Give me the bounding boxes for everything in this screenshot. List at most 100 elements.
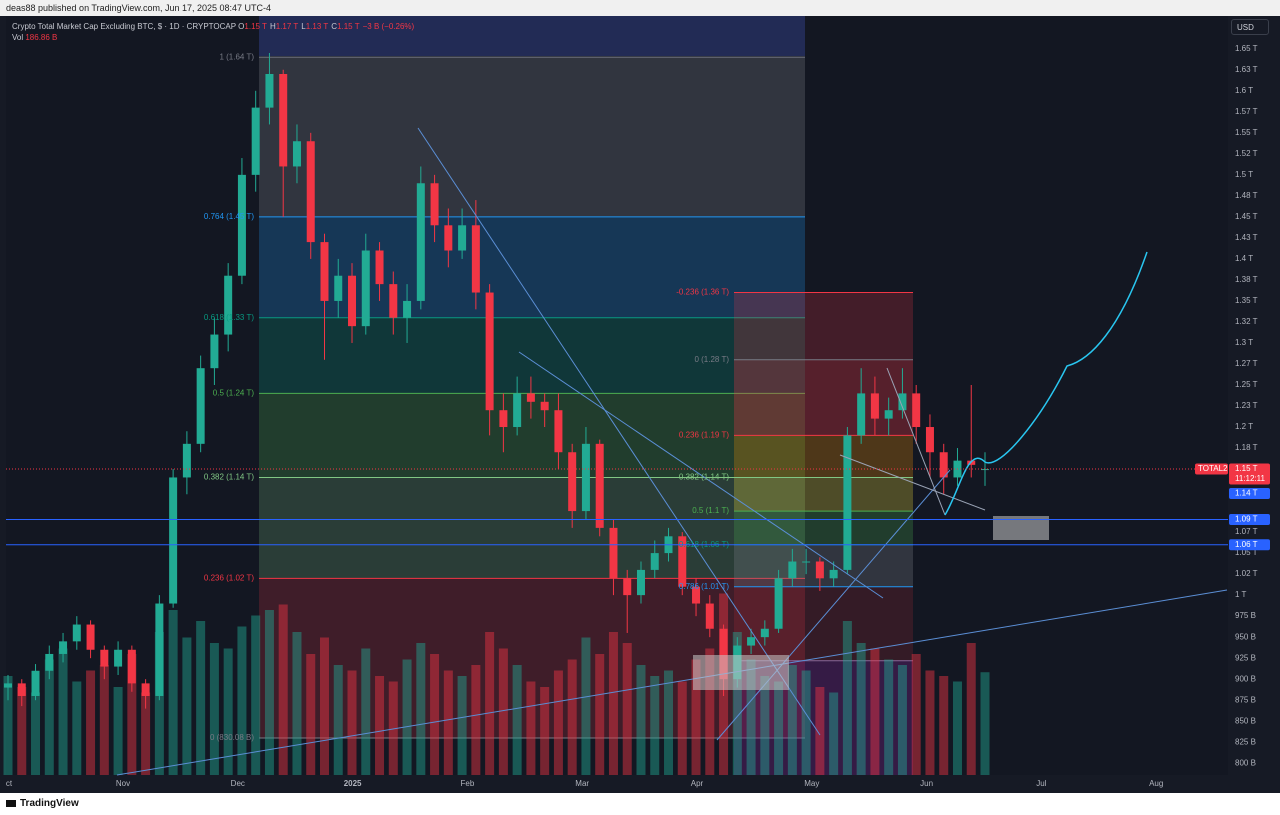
y-tick-label: 825 B — [1235, 737, 1256, 746]
candle-body — [458, 225, 467, 251]
y-tick-label: 900 B — [1235, 674, 1256, 683]
volume-bar — [58, 648, 68, 775]
candle-layer — [4, 52, 989, 709]
legend: Crypto Total Market Cap Excluding BTC, $… — [12, 22, 417, 31]
symbol-title: Crypto Total Market Cap Excluding BTC, $… — [12, 22, 236, 31]
volume-bar — [485, 632, 495, 775]
volume-bar — [402, 659, 412, 775]
y-tick-label: 1.27 T — [1235, 359, 1258, 368]
symbol-badge-label: TOTAL2 — [1198, 464, 1228, 473]
volume-bar — [650, 676, 660, 775]
footer: TradingView — [0, 793, 1280, 815]
volume-bar — [498, 648, 508, 775]
x-tick-label: Jun — [920, 779, 933, 788]
y-tick-label: 975 B — [1235, 611, 1256, 620]
candle-body — [540, 401, 549, 411]
fib-zone — [259, 477, 805, 579]
volume-bar — [44, 659, 54, 775]
y-tick-label: 1.35 T — [1235, 296, 1258, 305]
volume-bar — [870, 648, 880, 775]
candle-body — [31, 670, 40, 696]
candle-body — [898, 393, 907, 411]
plot-area — [6, 16, 1228, 775]
publish-note: deas88 published on TradingView.com, Jun… — [0, 0, 1280, 16]
volume-bar — [884, 659, 894, 775]
y-tick-label: 950 B — [1235, 632, 1256, 641]
volume-bar — [251, 615, 261, 775]
y-tick-label: 875 B — [1235, 695, 1256, 704]
trend-line — [716, 469, 951, 741]
candle-body — [251, 107, 260, 175]
candle-body — [265, 73, 274, 108]
volume-bar — [540, 687, 550, 775]
fib-label: 0.5 (1.1 T) — [692, 506, 729, 515]
candle-body — [72, 624, 81, 642]
candle-body — [595, 443, 604, 528]
volume-bar — [388, 681, 398, 775]
fib-label: 0.382 (1.14 T) — [679, 473, 729, 482]
candle-body — [760, 628, 769, 638]
y-tick-label: 1.48 T — [1235, 191, 1258, 200]
last-price-label: 1.15 T — [1235, 464, 1258, 473]
candle-body — [581, 443, 590, 512]
volume-bar — [278, 604, 288, 775]
drawings — [116, 127, 1228, 776]
trend-line — [116, 589, 1228, 776]
fib-label: -0.236 (1.36 T) — [676, 288, 729, 297]
candle-body — [678, 536, 687, 587]
candle-body — [513, 393, 522, 428]
volume-bar — [31, 692, 41, 775]
y-tick-label: 1.55 T — [1235, 128, 1258, 137]
volume-bar — [787, 665, 797, 775]
x-tick-label: ct — [6, 779, 13, 788]
volume-bar — [567, 659, 577, 775]
x-tick-label: Mar — [575, 779, 589, 788]
y-tick-label: 1.65 T — [1235, 44, 1258, 53]
fib-label: 0.236 (1.19 T) — [679, 431, 729, 440]
candle-body — [17, 683, 26, 696]
volume-value: 186.86 B — [25, 33, 58, 42]
volume-bar — [608, 632, 618, 775]
y-tick-label: 1.38 T — [1235, 275, 1258, 284]
fib-zone — [259, 57, 805, 217]
fib-zone — [734, 435, 913, 478]
volume-bar — [141, 692, 151, 775]
volume-bar — [774, 681, 784, 775]
last-price-badge — [1229, 463, 1270, 485]
candle-body — [292, 141, 301, 167]
candle-body — [45, 653, 54, 671]
candle-body — [141, 683, 150, 696]
volume-bar — [691, 659, 701, 775]
candle-body — [609, 527, 618, 579]
trend-line — [886, 367, 946, 516]
candle-body — [485, 292, 494, 411]
volume-bar — [526, 681, 536, 775]
ohlc-legend: O1.15 T H1.17 T L1.13 T C1.15 T −3 B (−0.26%… — [238, 22, 417, 31]
volume-bar — [952, 681, 962, 775]
logo — [6, 800, 16, 807]
candle-body — [499, 410, 508, 428]
zone-box — [993, 516, 1049, 540]
candle-body — [650, 553, 659, 570]
ohlc-key: L — [301, 22, 306, 31]
volume-bar — [966, 643, 976, 775]
y-tick-label: 1 T — [1235, 590, 1247, 599]
price-badge-label: 1.14 T — [1235, 489, 1258, 498]
volume-bar — [196, 621, 206, 775]
currency-button[interactable]: USD — [1231, 19, 1269, 35]
candle-body — [719, 628, 728, 680]
x-tick-label: May — [804, 779, 819, 788]
y-tick-label: 1.5 T — [1235, 170, 1253, 179]
axes: 1 (1.64 T) 0.764 (1.45 T) 0.618 (1.33 T) 0.… — [6, 44, 1270, 788]
y-tick-label: 1.2 T — [1235, 422, 1253, 431]
volume-bar — [829, 692, 839, 775]
candle-body — [829, 569, 838, 579]
candle-body — [430, 183, 439, 226]
x-tick-label: Aug — [1149, 779, 1163, 788]
countdown: 11:12:11 — [1235, 474, 1266, 483]
volume-bar — [319, 637, 329, 775]
y-tick-label: 925 B — [1235, 653, 1256, 662]
fib-zone — [259, 216, 805, 318]
volume-bar — [443, 670, 453, 775]
price-badge — [1229, 487, 1270, 499]
